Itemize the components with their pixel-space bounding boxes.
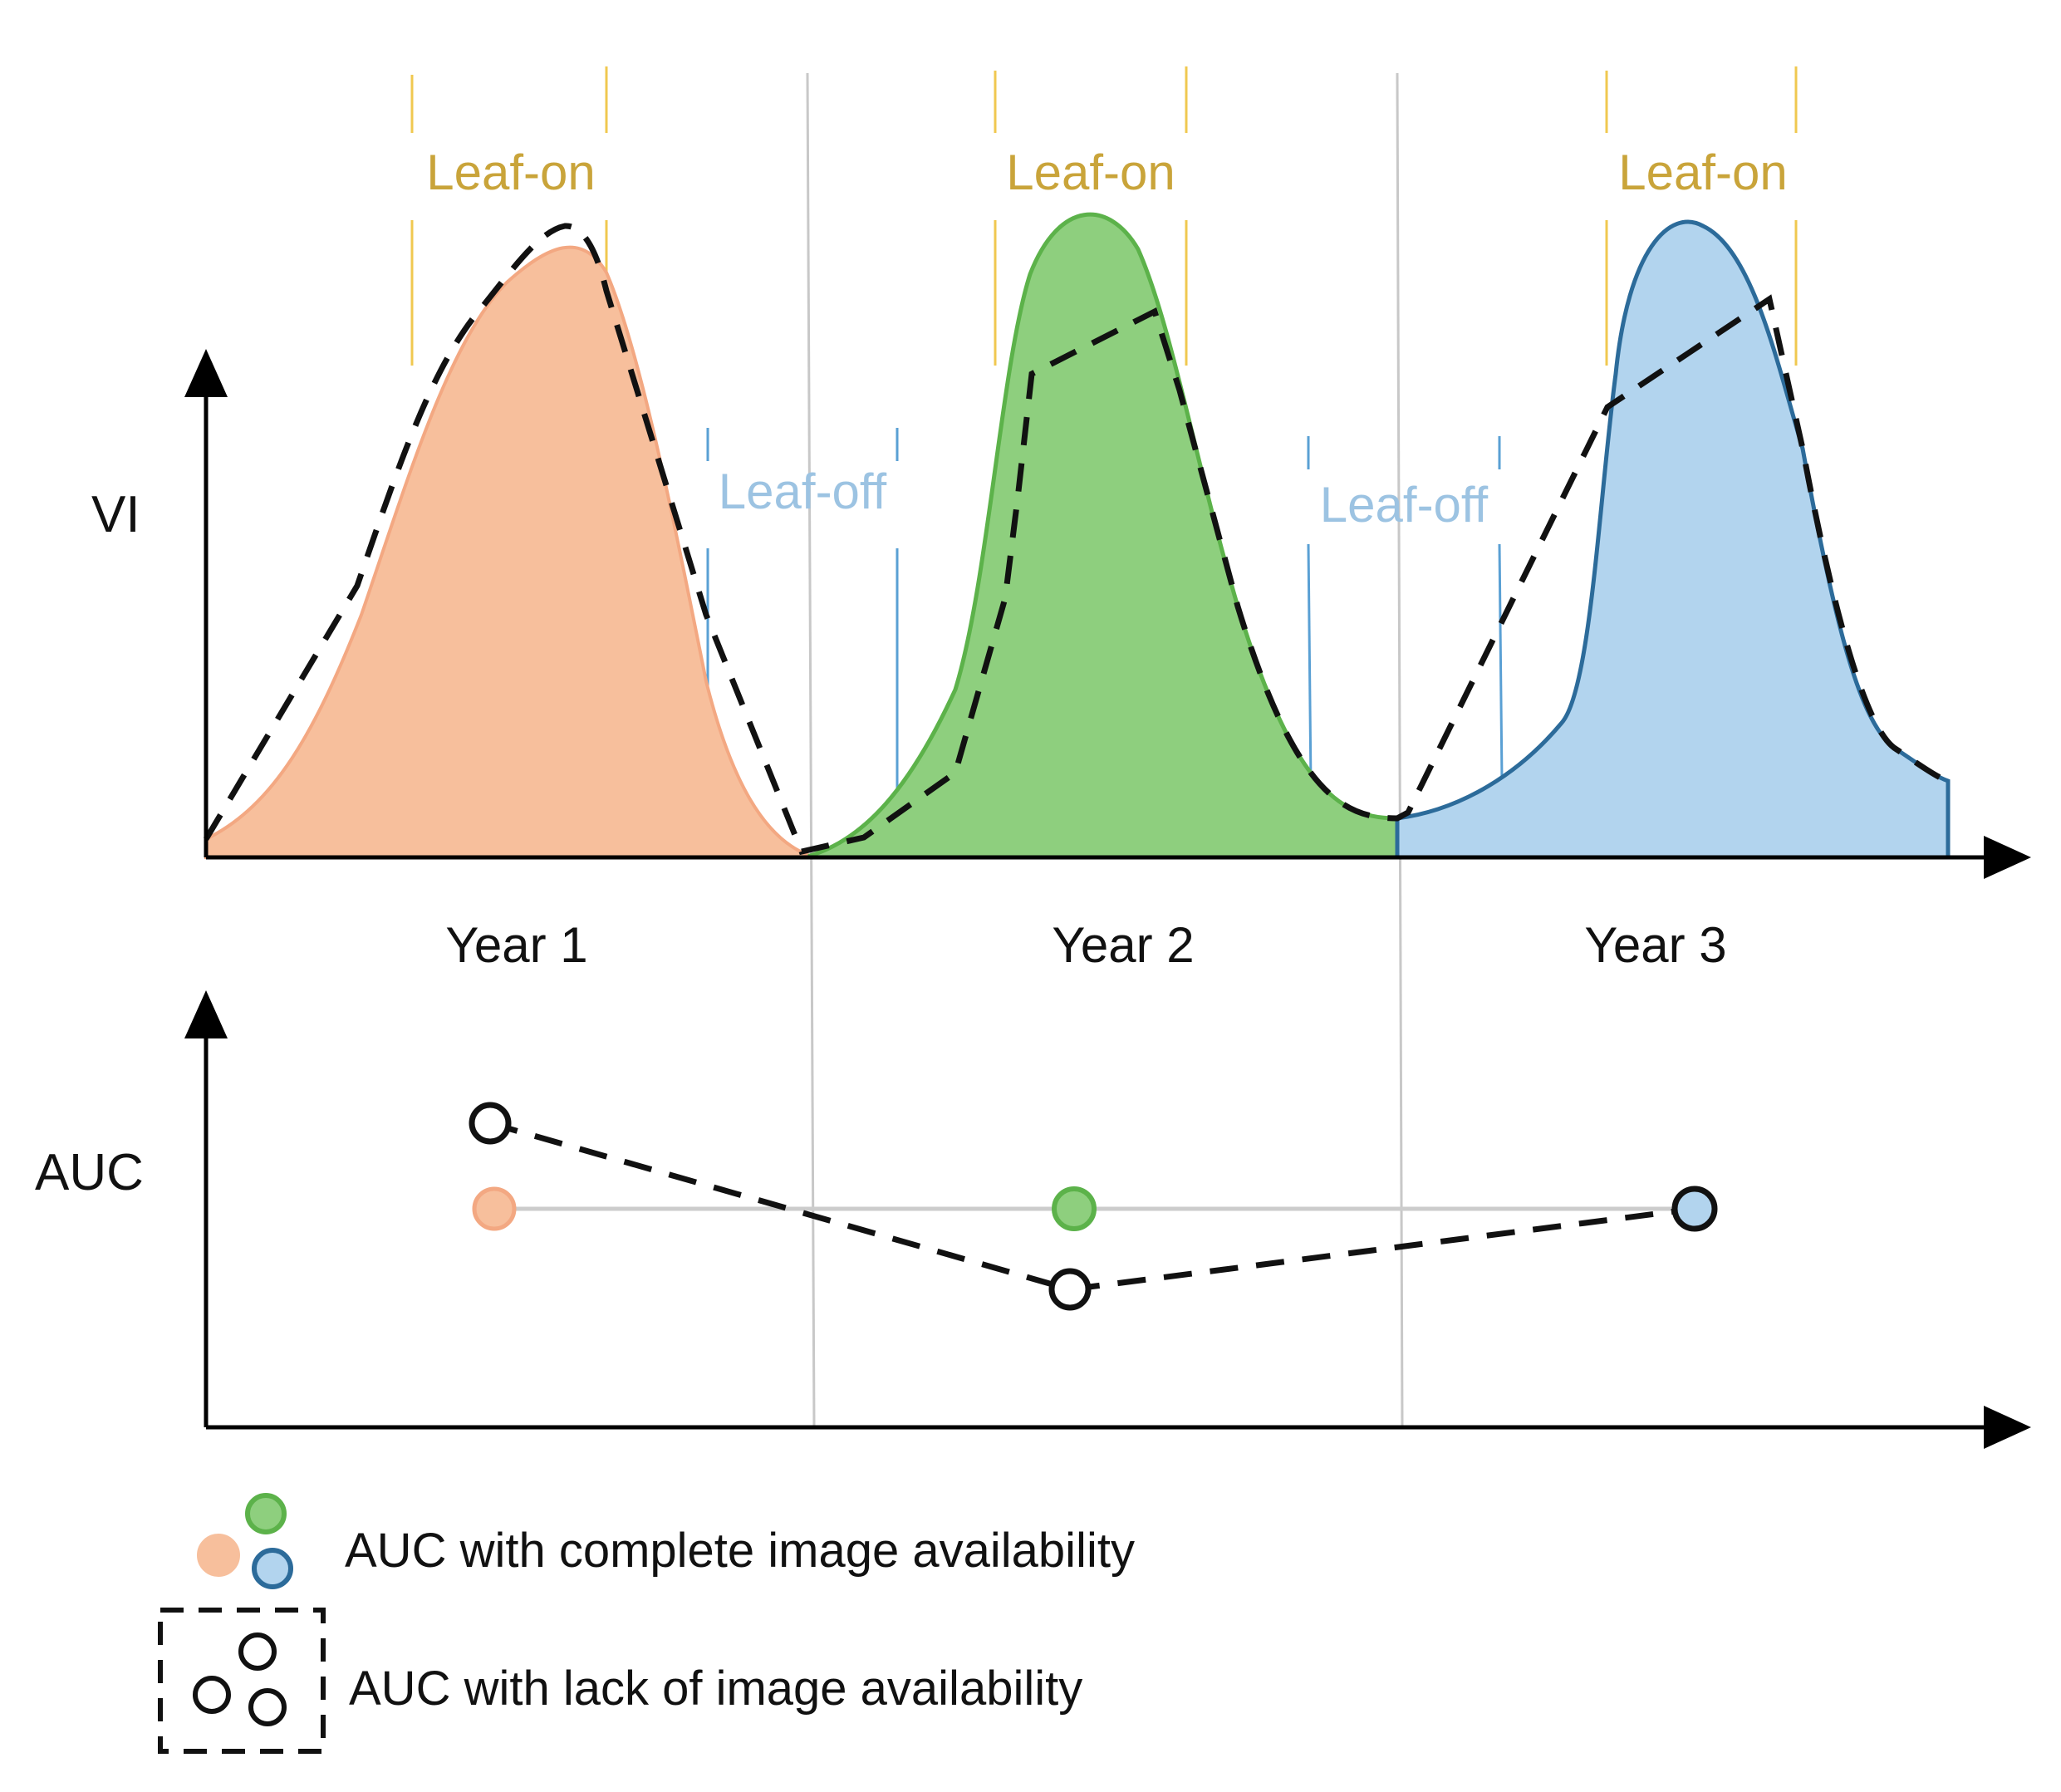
year-2-vi-curve [807,212,1400,860]
year-1-vi-curve [204,245,812,859]
auc-complete-point-year-1 [472,1186,517,1231]
year-separator-1 [806,72,816,1428]
vi-axis-label: VI [91,486,140,543]
leaf-on-markers-3 [1605,66,1798,366]
auc-y-axis-arrow [184,990,228,1038]
year-separator-2 [1396,72,1404,1428]
leaf-on-markers-2 [994,66,1188,366]
auc-axis-label: AUC [35,1144,144,1201]
year-3-vi-curve [1395,219,1951,860]
auc-complete-point-year-2 [1052,1186,1097,1231]
leaf-on-label-2: Leaf-on [1006,145,1175,200]
legend-lack-icon [158,1608,326,1754]
legend-complete-icon [197,1493,293,1589]
leaf-on-label-1: Leaf-on [426,145,596,200]
auc-x-axis-arrow [1984,1406,2031,1449]
auc-lacking-point-year-2 [1048,1268,1092,1311]
auc-lacking-dashed-line [489,1120,1695,1293]
vi-x-axis-arrow [1984,836,2031,879]
legend-lack-label: AUC with lack of image availability [349,1662,1082,1716]
legend-complete-label: AUC with complete image availability [345,1524,1135,1578]
vi-dashed-sparse-line [203,223,1950,856]
leaf-on-label-3: Leaf-on [1618,145,1788,200]
vi-y-axis-arrow [184,349,228,397]
auc-lacking-point-year-1 [469,1102,512,1145]
year-3-label: Year 3 [1584,917,1726,973]
leaf-off-label-2: Leaf-off [1320,477,1489,533]
year-1-label: Year 1 [445,917,587,973]
leaf-off-markers-2 [1307,436,1504,786]
auc-complete-point-year-3 [1671,1186,1718,1232]
leaf-off-label-1: Leaf-off [719,464,887,519]
year-2-label: Year 2 [1052,917,1194,973]
